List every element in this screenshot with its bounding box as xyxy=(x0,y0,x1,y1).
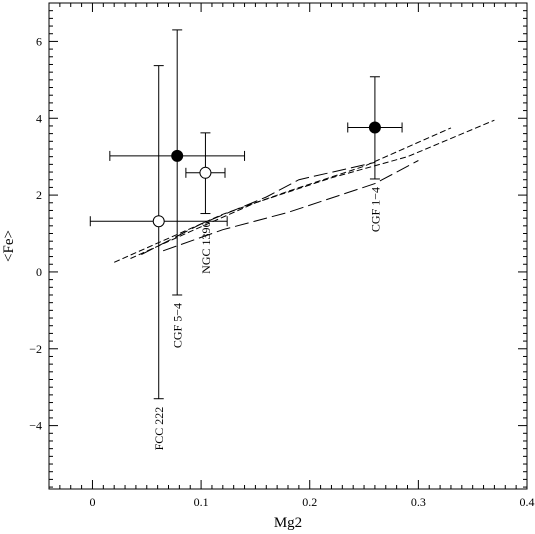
x-tick-label: 0.4 xyxy=(520,495,535,509)
y-tick-label: 4 xyxy=(36,111,42,125)
plot-frame xyxy=(48,2,528,490)
data-points: FCC 222 CGF 5−4 NGC 1396 CGF 1−4 xyxy=(89,29,403,451)
y-tick-label: 2 xyxy=(36,188,42,202)
axis-ticks: 0 0.1 0.2 0.3 0.4 −4 −2 0 2 4 6 xyxy=(29,2,535,509)
model-line-3 xyxy=(141,161,376,256)
data-point-group: NGC 1396 xyxy=(185,132,226,274)
point-label: FCC 222 xyxy=(152,407,166,451)
filled-marker xyxy=(368,121,381,134)
x-tick-label: 0.1 xyxy=(194,495,209,509)
y-tick-label: 6 xyxy=(36,34,42,48)
y-tick-label: 0 xyxy=(36,265,42,279)
open-marker xyxy=(199,166,212,179)
x-tick-label: 0 xyxy=(89,495,95,509)
y-tick-label: −2 xyxy=(29,342,42,356)
model-line-2 xyxy=(130,119,495,259)
x-tick-label: 0.3 xyxy=(411,495,426,509)
y-tick-label: −4 xyxy=(29,419,42,433)
point-label: CGF 5−4 xyxy=(171,303,185,348)
y-axis-label: <Fe> xyxy=(1,230,17,262)
data-point-group: CGF 1−4 xyxy=(347,76,403,232)
open-marker xyxy=(152,215,165,228)
filled-marker xyxy=(171,149,184,162)
point-label: NGC 1396 xyxy=(199,222,213,274)
x-axis-label: Mg2 xyxy=(274,515,302,531)
data-point-group: FCC 222 xyxy=(89,65,228,451)
model-lines xyxy=(113,119,495,263)
model-line-4 xyxy=(162,160,419,252)
point-label: CGF 1−4 xyxy=(368,187,382,232)
data-point-group: CGF 5−4 xyxy=(109,29,246,348)
x-tick-label: 0.2 xyxy=(302,495,317,509)
